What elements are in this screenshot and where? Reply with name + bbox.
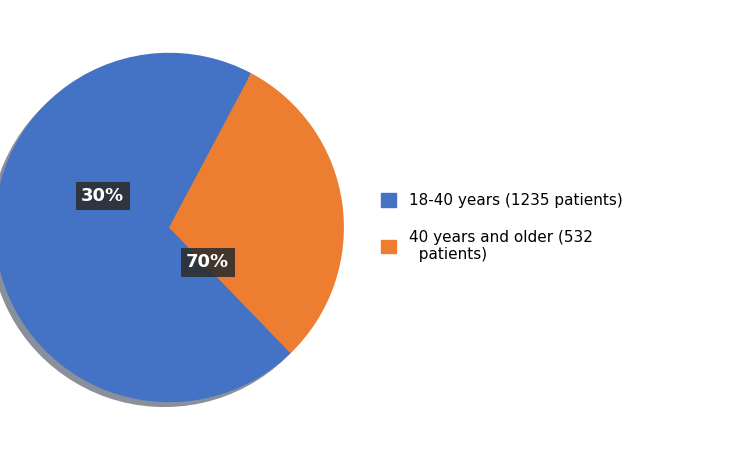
Wedge shape xyxy=(0,53,290,402)
Text: 30%: 30% xyxy=(81,187,124,205)
Wedge shape xyxy=(169,73,344,353)
Text: 70%: 70% xyxy=(186,253,229,272)
Legend: 18-40 years (1235 patients), 40 years and older (532
  patients): 18-40 years (1235 patients), 40 years an… xyxy=(374,186,630,269)
